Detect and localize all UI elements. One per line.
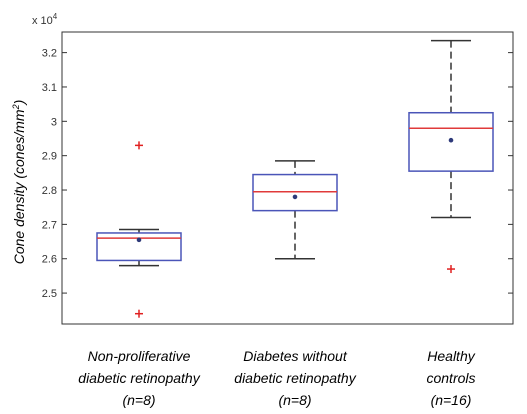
- y-tick-label: 3.1: [42, 82, 57, 94]
- y-tick-label: 2.5: [42, 288, 57, 300]
- y-tick-label: 2.9: [42, 151, 57, 163]
- mean-marker: [136, 237, 142, 243]
- category-label-line: (n=16): [431, 392, 472, 408]
- y-tick-label: 2.6: [42, 254, 57, 266]
- category-label-line: Healthy: [427, 348, 475, 364]
- mean-marker: [448, 137, 454, 143]
- outlier-point: [135, 309, 143, 318]
- outlier-point: [447, 265, 455, 274]
- y-tick-label: 2.8: [42, 185, 57, 197]
- plot-frame: [61, 31, 514, 325]
- y-multiplier-label: x 104: [32, 12, 58, 27]
- box-plot-series: [96, 39, 494, 318]
- category-label-line: (n=8): [122, 392, 155, 408]
- box-iqr: [252, 173, 338, 212]
- outlier-point: [135, 141, 143, 150]
- box-group: [408, 39, 494, 274]
- y-axis-label: Cone density (cones/mm2): [11, 100, 27, 265]
- y-axis-label-superscript: 2: [11, 104, 21, 110]
- y-multiplier-exponent: 4: [53, 12, 58, 21]
- category-label-line: Diabetes without: [243, 348, 348, 364]
- y-tick-label: 3: [51, 116, 57, 128]
- x-axis-category-labels: Non-proliferative diabetic retinopathy (n=…: [78, 348, 475, 408]
- y-tick-label: 3.2: [42, 48, 57, 60]
- mean-marker: [292, 194, 298, 200]
- box-group: [96, 141, 182, 318]
- plot-border: [61, 31, 514, 325]
- y-axis-ticks: 2.5 2.6 2.7 2.8 2.9 3 3.1 3.2: [42, 48, 513, 300]
- category-label-line: controls: [426, 370, 475, 386]
- box-iqr: [96, 232, 182, 262]
- category-label-line: diabetic retinopathy: [234, 370, 356, 386]
- y-axis-label-end: ): [11, 100, 27, 107]
- box-group: [252, 160, 338, 260]
- category-label-line: (n=8): [278, 392, 311, 408]
- y-tick-label: 2.7: [42, 219, 57, 231]
- category-label-line: Non-proliferative: [88, 348, 191, 364]
- category-label-line: diabetic retinopathy: [78, 370, 200, 386]
